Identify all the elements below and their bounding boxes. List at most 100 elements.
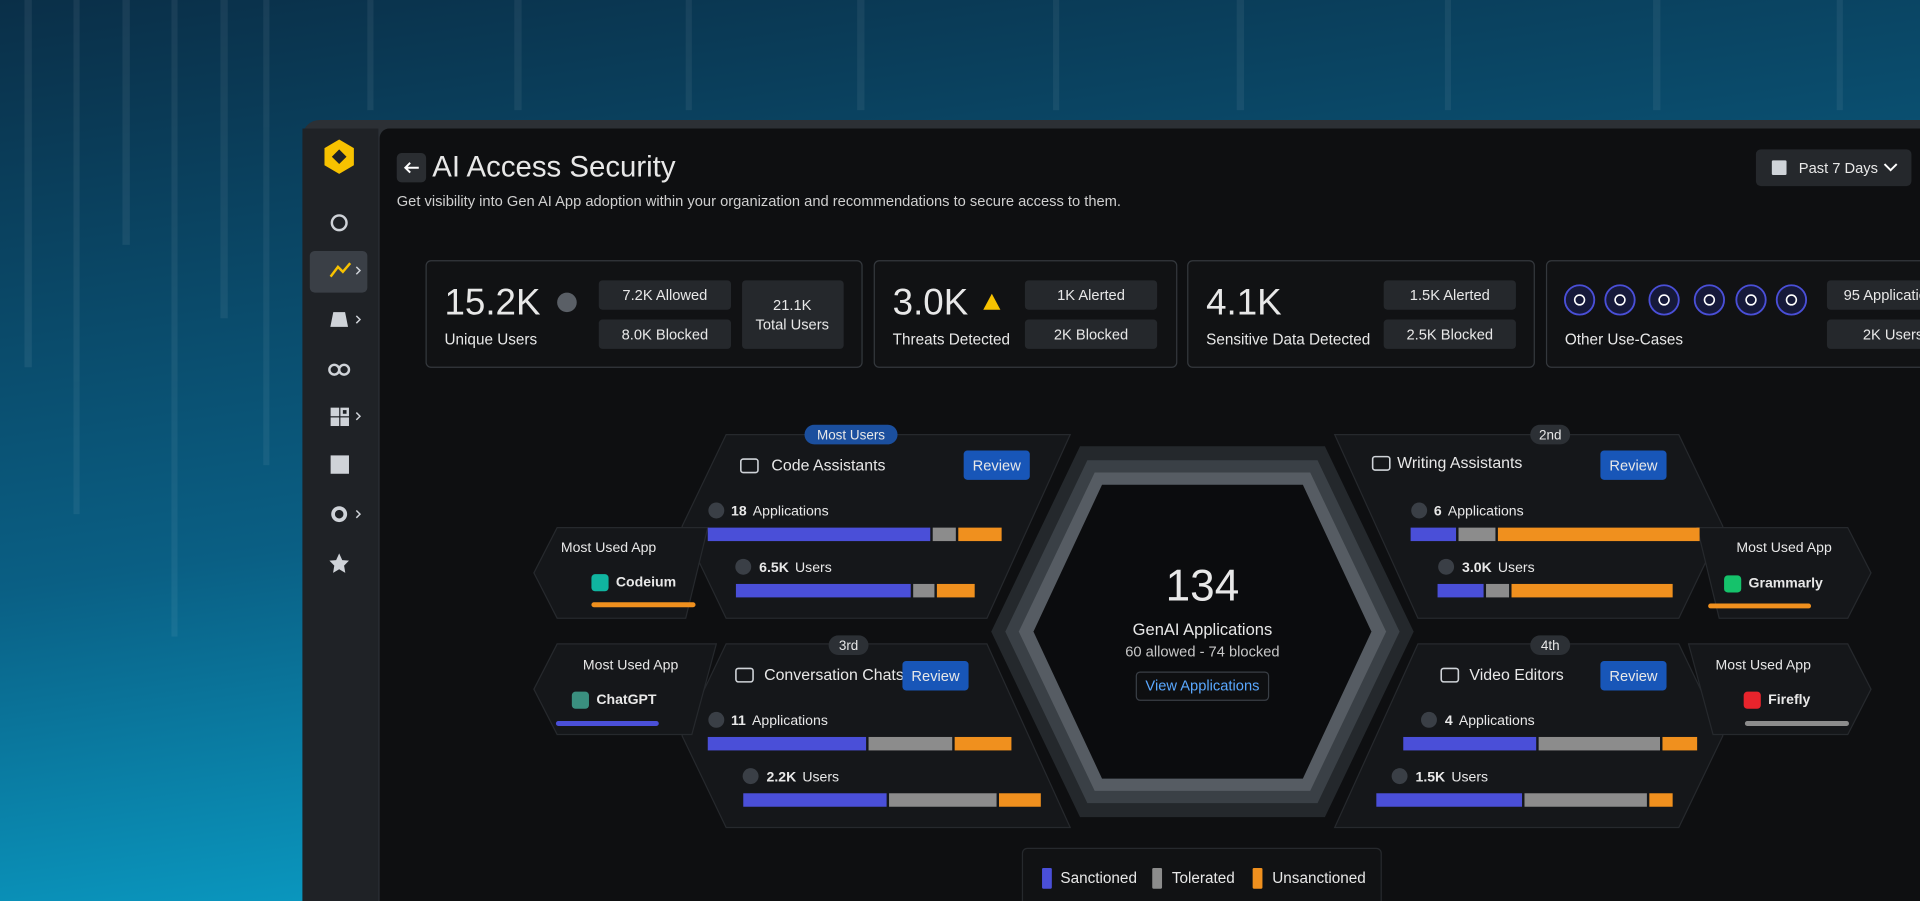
share-bar-segment <box>1524 793 1647 807</box>
applications-label: Applications <box>752 712 828 728</box>
kpi-pill-text: 1K Alerted <box>1057 288 1125 304</box>
share-bar-segment <box>1649 793 1673 807</box>
kpi-pill-text: 1.5K Alerted <box>1410 288 1490 304</box>
kpi-pill-text: 8.0K Blocked <box>622 327 709 343</box>
review-button[interactable] <box>902 661 969 691</box>
share-bar-segment <box>707 527 931 542</box>
content: 15.2K Unique Users 7.2K Allowed 8.0K Blocke… <box>425 260 1920 901</box>
share-bar-segment <box>889 793 997 807</box>
use-case-icon[interactable] <box>1604 284 1636 316</box>
nav-dashboard[interactable] <box>330 214 348 232</box>
legend-label: Unsanctioned <box>1272 870 1366 887</box>
nav-apps[interactable] <box>330 407 340 417</box>
category-title: Video Editors <box>1469 667 1563 684</box>
use-case-icon[interactable] <box>1775 284 1808 316</box>
most-used-label: Most Used App <box>583 657 679 673</box>
logo[interactable] <box>324 139 354 174</box>
share-bar-segment <box>1538 736 1661 751</box>
nav-settings[interactable] <box>331 506 348 523</box>
review-button[interactable] <box>1600 450 1667 480</box>
users-label: Users <box>1498 559 1535 575</box>
use-case-glyph <box>1658 294 1670 306</box>
users-label: Users <box>1451 768 1488 784</box>
use-case-glyph <box>1573 294 1586 306</box>
nav-active[interactable] <box>309 250 368 293</box>
category-title: Conversation Chats <box>764 667 904 684</box>
category-icon <box>1371 455 1391 471</box>
category-icon <box>735 667 754 683</box>
users-count: 2.2K <box>767 768 798 784</box>
use-case-glyph <box>1785 294 1798 306</box>
kpi-value: 4.1K <box>1206 282 1282 323</box>
legend-label: Tolerated <box>1172 870 1235 887</box>
share-bar-segment <box>1376 793 1523 807</box>
users-count: 1.5K <box>1416 768 1447 784</box>
kpi-label: Sensitive Data Detected <box>1206 331 1370 348</box>
nav-favorites[interactable] <box>329 553 349 573</box>
use-case-glyph <box>1614 294 1626 306</box>
applications-row: 18 Applications <box>731 502 829 518</box>
category-icon <box>1440 667 1460 683</box>
applications-count: 4 <box>1445 712 1453 728</box>
most-used-panel <box>1696 527 1872 619</box>
nav-ai-security[interactable] <box>329 262 352 278</box>
kpi-label: Unique Users <box>444 331 537 348</box>
most-used-label: Most Used App <box>1716 657 1812 673</box>
use-case-glyph <box>1703 294 1716 306</box>
legend-swatch <box>1042 867 1052 889</box>
nav-reports[interactable] <box>330 455 349 474</box>
share-bar-segment <box>1662 736 1698 751</box>
use-case-icon[interactable] <box>1563 284 1596 316</box>
calendar-icon <box>1771 160 1787 176</box>
users-row: 1.5K Users <box>1416 768 1489 784</box>
kpi-value: 15.2K <box>444 282 540 323</box>
category-badge <box>1530 424 1571 445</box>
use-case-glyph <box>1745 294 1757 306</box>
category-badge-text: Most Users <box>817 427 885 442</box>
share-bar-segment <box>958 527 1002 542</box>
applications-row: 11 Applications <box>731 712 828 728</box>
most-used-underline <box>555 721 659 726</box>
users-count: 3.0K <box>1462 559 1493 575</box>
legend-label: Sanctioned <box>1060 870 1137 887</box>
nav-alerts[interactable] <box>330 312 349 327</box>
category-badge-text: 3rd <box>839 638 858 653</box>
share-bar-segment <box>1497 527 1700 542</box>
use-case-icon[interactable] <box>1693 284 1726 316</box>
use-case-icon[interactable] <box>1735 284 1767 316</box>
most-used-label: Most Used App <box>1736 539 1832 555</box>
category-badge-text: 2nd <box>1539 427 1561 442</box>
share-bar-segment <box>1458 527 1496 542</box>
sidebar <box>302 128 379 901</box>
share-bar-segment <box>1511 583 1673 598</box>
share-bar-segment <box>1486 583 1510 598</box>
most-used-app: Codeium <box>616 573 676 589</box>
users-icon <box>735 558 752 575</box>
legend-swatch <box>1152 867 1163 889</box>
review-button-text: Review <box>973 458 1022 474</box>
app-icon <box>591 574 609 592</box>
applications-icon <box>708 502 725 519</box>
users-label: Users <box>795 559 832 575</box>
applications-count: 6 <box>1434 502 1442 518</box>
category-title: Code Assistants <box>771 458 885 475</box>
review-button-text: Review <box>1609 669 1658 685</box>
date-range-dropdown[interactable] <box>1755 149 1912 187</box>
most-used-underline <box>1708 603 1812 609</box>
view-applications-button[interactable] <box>1135 671 1270 701</box>
use-case-icon[interactable] <box>1648 284 1680 316</box>
category-badge <box>828 635 869 655</box>
share-bar-segment <box>1410 527 1457 542</box>
kpi-label: Other Use-Cases <box>1565 331 1684 348</box>
most-used-app: Firefly <box>1768 691 1810 707</box>
users-row: 2.2K Users <box>767 768 840 784</box>
share-bar-segment <box>743 793 887 807</box>
share-bar-segment <box>735 583 911 598</box>
share-bar-segment <box>954 736 1012 751</box>
review-button[interactable] <box>1600 661 1667 691</box>
review-button[interactable] <box>963 450 1030 480</box>
kpi-pill-text: 95 Applications <box>1844 288 1920 304</box>
legend-swatch <box>1252 867 1263 889</box>
